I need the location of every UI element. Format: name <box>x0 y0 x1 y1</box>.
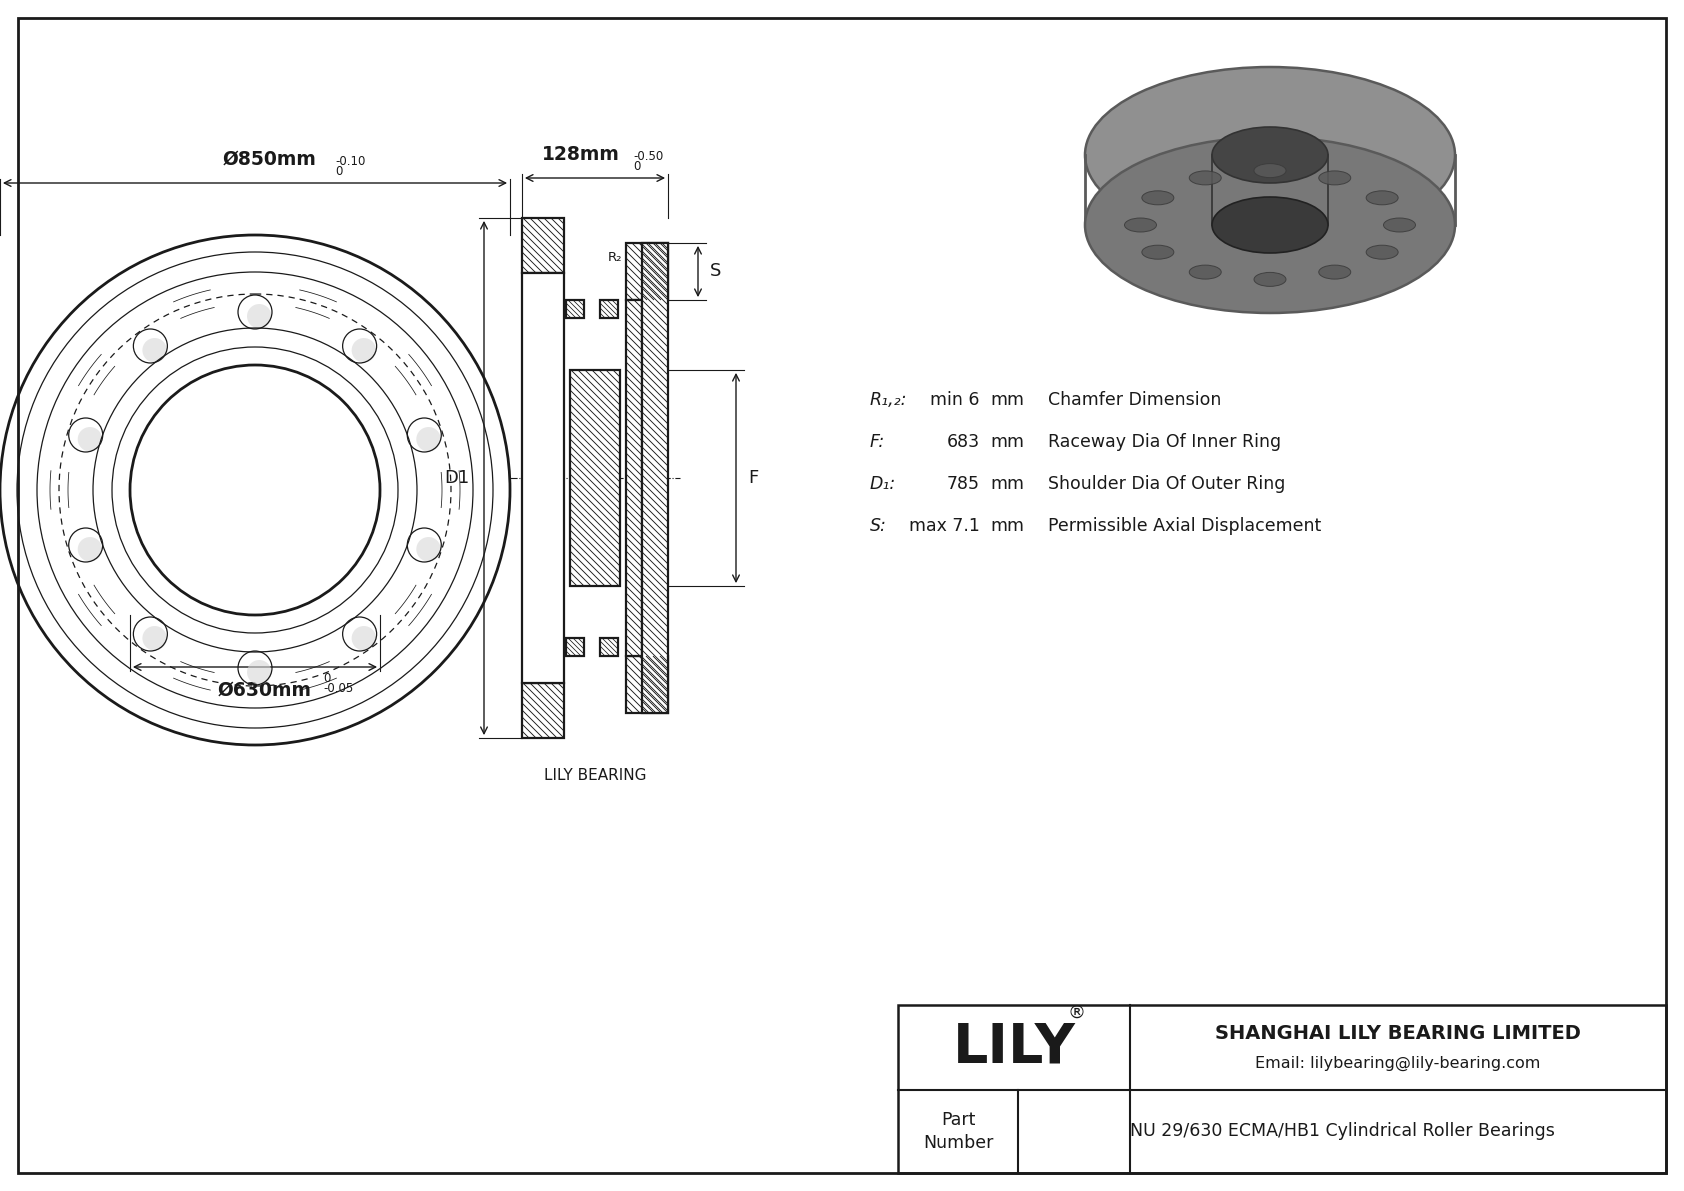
Bar <box>569 370 620 586</box>
Text: 128mm: 128mm <box>542 145 620 164</box>
Text: 0: 0 <box>323 672 330 685</box>
Bar <box>626 243 669 300</box>
Text: ®: ® <box>1068 1004 1086 1022</box>
Bar <box>642 243 669 713</box>
Text: max 7.1: max 7.1 <box>909 517 980 535</box>
Text: 0: 0 <box>633 160 640 173</box>
Text: F: F <box>748 469 758 487</box>
Bar <box>626 300 642 656</box>
Ellipse shape <box>1125 218 1157 232</box>
Text: S:: S: <box>871 517 887 535</box>
Circle shape <box>352 626 376 650</box>
Bar <box>600 638 618 656</box>
Ellipse shape <box>1366 245 1398 260</box>
Circle shape <box>248 304 271 329</box>
Circle shape <box>77 537 103 561</box>
Text: LILY: LILY <box>953 1021 1076 1074</box>
Bar <box>522 682 564 738</box>
Text: 0: 0 <box>335 166 342 177</box>
Ellipse shape <box>1319 170 1351 185</box>
Text: Raceway Dia Of Inner Ring: Raceway Dia Of Inner Ring <box>1047 434 1282 451</box>
Text: 683: 683 <box>946 434 980 451</box>
Text: Email: lilybearing@lily-bearing.com: Email: lilybearing@lily-bearing.com <box>1255 1056 1541 1071</box>
Text: S: S <box>711 262 721 281</box>
Text: 785: 785 <box>946 475 980 493</box>
Ellipse shape <box>1189 170 1221 185</box>
Text: -0.05: -0.05 <box>323 682 354 696</box>
Text: -0.50: -0.50 <box>633 150 663 163</box>
Ellipse shape <box>1255 163 1287 177</box>
Bar <box>898 1005 1665 1173</box>
Text: mm: mm <box>990 517 1024 535</box>
Text: Shoulder Dia Of Outer Ring: Shoulder Dia Of Outer Ring <box>1047 475 1285 493</box>
Ellipse shape <box>1142 245 1174 260</box>
Text: R₁: R₁ <box>643 255 658 268</box>
Text: Chamfer Dimension: Chamfer Dimension <box>1047 391 1221 409</box>
Bar <box>566 300 584 318</box>
Ellipse shape <box>1212 197 1329 252</box>
Circle shape <box>416 537 441 561</box>
Circle shape <box>143 626 167 650</box>
Circle shape <box>248 660 271 685</box>
Circle shape <box>352 338 376 362</box>
Text: F:: F: <box>871 434 886 451</box>
Text: Permissible Axial Displacement: Permissible Axial Displacement <box>1047 517 1322 535</box>
Bar <box>626 656 669 713</box>
Text: SHANGHAI LILY BEARING LIMITED: SHANGHAI LILY BEARING LIMITED <box>1216 1024 1581 1043</box>
Bar <box>522 273 564 682</box>
Ellipse shape <box>1366 191 1398 205</box>
Bar <box>600 300 618 318</box>
Ellipse shape <box>1255 273 1287 286</box>
Text: Part
Number: Part Number <box>923 1111 994 1153</box>
Ellipse shape <box>1142 191 1174 205</box>
Text: D₁:: D₁: <box>871 475 896 493</box>
Ellipse shape <box>1384 218 1416 232</box>
Text: NU 29/630 ECMA/HB1 Cylindrical Roller Bearings: NU 29/630 ECMA/HB1 Cylindrical Roller Be… <box>1130 1122 1554 1141</box>
Text: mm: mm <box>990 475 1024 493</box>
Text: min 6: min 6 <box>931 391 980 409</box>
Text: R₁,₂:: R₁,₂: <box>871 391 908 409</box>
Text: -0.10: -0.10 <box>335 155 365 168</box>
Ellipse shape <box>1319 266 1351 279</box>
Text: LILY BEARING: LILY BEARING <box>544 768 647 782</box>
Text: mm: mm <box>990 391 1024 409</box>
Text: D1: D1 <box>445 469 470 487</box>
Circle shape <box>143 338 167 362</box>
Text: Ø630mm: Ø630mm <box>217 681 312 700</box>
Text: Ø850mm: Ø850mm <box>222 150 317 169</box>
Circle shape <box>77 428 103 451</box>
Bar <box>566 638 584 656</box>
Text: mm: mm <box>990 434 1024 451</box>
Text: R₂: R₂ <box>608 251 621 264</box>
Ellipse shape <box>1189 266 1221 279</box>
Ellipse shape <box>1084 137 1455 313</box>
Ellipse shape <box>1084 67 1455 243</box>
Circle shape <box>416 428 441 451</box>
Bar <box>522 218 564 273</box>
Ellipse shape <box>1212 127 1329 183</box>
